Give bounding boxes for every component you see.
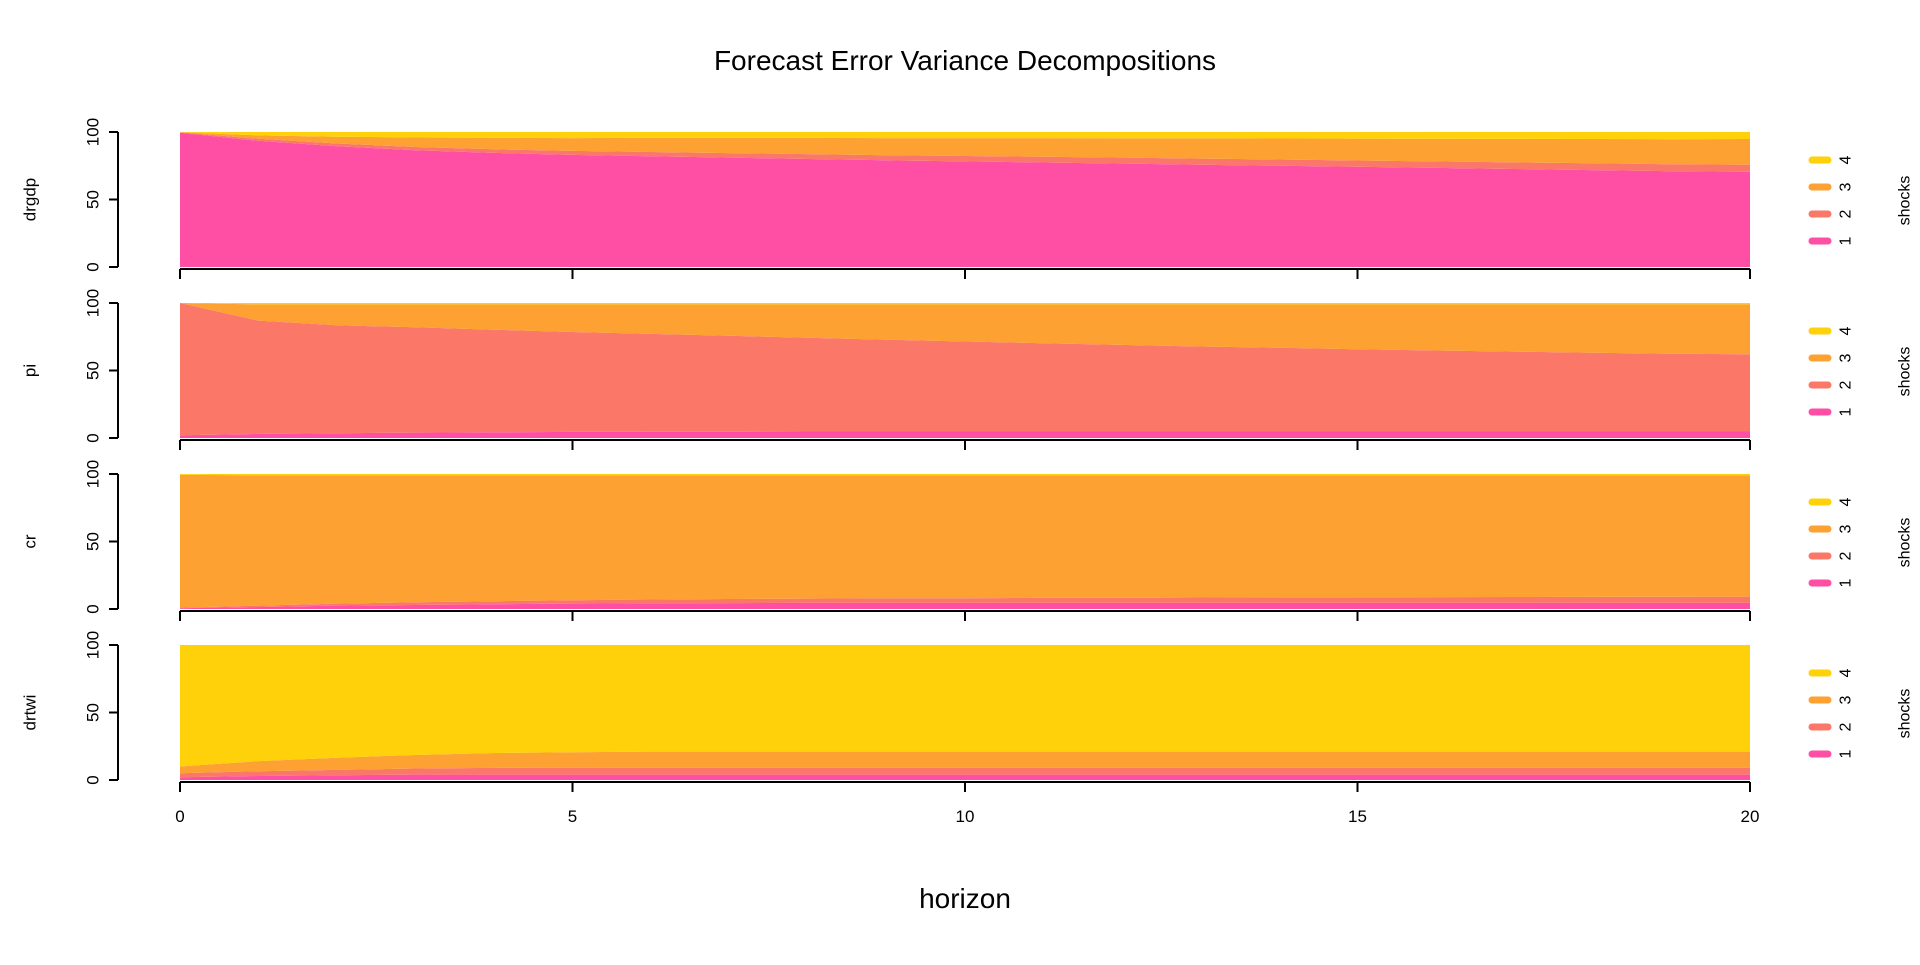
legend-label-drgdp-1: 1 (1838, 236, 1855, 245)
legend-label-drgdp-2: 2 (1838, 209, 1855, 218)
area-pi-shock-3 (180, 303, 1750, 355)
legend-title-drgdp: shocks (1897, 176, 1914, 226)
x-tick-label-15: 15 (1348, 807, 1367, 826)
legend-label-pi-4: 4 (1838, 326, 1855, 335)
y-tick-label-cr-0: 0 (84, 604, 103, 613)
area-drtwi-shock-2 (180, 767, 1750, 778)
y-tick-label-drtwi-0: 0 (84, 775, 103, 784)
x-axis: 0 5 10 15 20 (175, 781, 1760, 826)
y-tick-label-pi-100: 100 (84, 289, 103, 317)
chart-title: Forecast Error Variance Decompositions (714, 45, 1216, 76)
legend-label-pi-3: 3 (1838, 353, 1855, 362)
area-drgdp-shock-3 (180, 132, 1750, 165)
legend-label-cr-3: 3 (1838, 524, 1855, 533)
legend-label-drgdp-4: 4 (1838, 155, 1855, 164)
legend-label-cr-2: 2 (1838, 551, 1855, 560)
area-drtwi-shock-4 (180, 645, 1750, 767)
panel-pi: 0 50 100 pi 4 3 2 1 shocks (21, 289, 1914, 450)
x-axis-label: horizon (919, 883, 1011, 914)
x-tick-label-5: 5 (568, 807, 577, 826)
legend-title-pi: shocks (1897, 347, 1914, 397)
legend-pi: 4 3 2 1 shocks (1808, 326, 1914, 416)
legend-label-drtwi-4: 4 (1838, 668, 1855, 677)
area-drtwi-shock-3 (180, 751, 1750, 774)
y-tick-label-cr-50: 50 (84, 532, 103, 551)
y-tick-label-drgdp-100: 100 (84, 118, 103, 146)
y-tick-label-drgdp-0: 0 (84, 262, 103, 271)
x-tick-label-20: 20 (1741, 807, 1760, 826)
legend-cr: 4 3 2 1 shocks (1808, 497, 1914, 587)
area-cr-shock-1 (180, 602, 1750, 609)
area-pi-shock-4 (180, 303, 1750, 305)
area-cr-shock-3 (180, 474, 1750, 608)
legend-label-pi-1: 1 (1838, 407, 1855, 416)
y-axis-label-drtwi: drtwi (21, 695, 40, 731)
legend-title-drtwi: shocks (1897, 689, 1914, 739)
legend-label-drtwi-2: 2 (1838, 722, 1855, 731)
y-tick-label-pi-50: 50 (84, 361, 103, 380)
legend-label-cr-4: 4 (1838, 497, 1855, 506)
y-axis-label-cr: cr (21, 534, 40, 549)
y-tick-label-drgdp-50: 50 (84, 190, 103, 209)
area-pi-shock-1 (180, 431, 1750, 438)
y-axis-label-pi: pi (21, 364, 40, 377)
area-pi-shock-2 (180, 303, 1750, 436)
y-axis-label-drgdp: drgdp (21, 178, 40, 221)
x-tick-label-0: 0 (175, 807, 184, 826)
y-tick-label-pi-0: 0 (84, 433, 103, 442)
legend-label-drtwi-3: 3 (1838, 695, 1855, 704)
panel-drtwi: 0 50 100 drtwi 4 3 2 1 shocks (21, 631, 1914, 785)
legend-drtwi: 4 3 2 1 shocks (1808, 668, 1914, 758)
legend-drgdp: 4 3 2 1 shocks (1808, 155, 1914, 245)
panel-drgdp: 0 50 100 drgdp 4 3 2 1 shocks (21, 118, 1914, 279)
area-drtwi-shock-1 (180, 774, 1750, 780)
legend-label-pi-2: 2 (1838, 380, 1855, 389)
area-drgdp-shock-1 (180, 132, 1750, 267)
y-tick-label-drtwi-100: 100 (84, 631, 103, 659)
legend-title-cr: shocks (1897, 518, 1914, 568)
panels-group: 050100drgdp4321shocks050100pi4321shocks0… (21, 118, 1914, 785)
legend-label-drgdp-3: 3 (1838, 182, 1855, 191)
area-cr-shock-4 (180, 474, 1750, 476)
y-tick-label-drtwi-50: 50 (84, 703, 103, 722)
legend-label-cr-1: 1 (1838, 578, 1855, 587)
legend-label-drtwi-1: 1 (1838, 749, 1855, 758)
area-drgdp-shock-2 (180, 132, 1750, 172)
y-tick-label-cr-100: 100 (84, 460, 103, 488)
panel-cr: 0 50 100 cr 4 3 2 1 shocks (21, 460, 1914, 621)
area-cr-shock-2 (180, 596, 1750, 609)
area-drgdp-shock-4 (180, 132, 1750, 140)
x-tick-label-10: 10 (956, 807, 975, 826)
